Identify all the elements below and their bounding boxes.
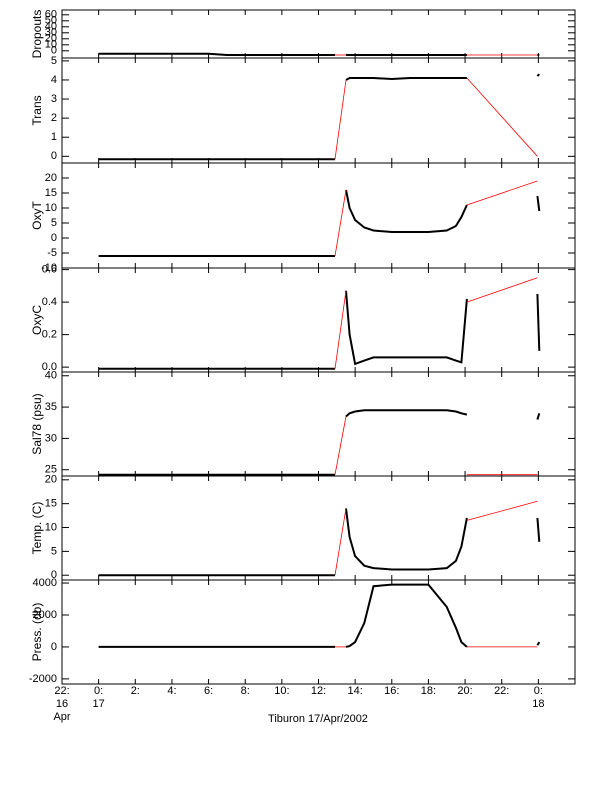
x-axis-title: Tiburon 17/Apr/2002: [268, 713, 368, 725]
y-tick-label: 0: [51, 45, 57, 57]
x-tick-label: 10:: [274, 685, 289, 697]
y-axis-title: Trans: [30, 95, 44, 125]
x-tick-label: 2:: [131, 685, 140, 697]
y-tick-label: 50: [45, 15, 57, 27]
y-axis-title: Dropouts: [30, 10, 44, 59]
y-tick-label: 30: [45, 432, 57, 444]
y-axis-title: OxyT: [30, 201, 44, 230]
y-tick-label: 5: [51, 217, 57, 229]
data-line: [345, 77, 467, 81]
x-tick-label: 8:: [241, 685, 250, 697]
y-tick-label: 10: [45, 521, 57, 533]
y-tick-label: 3: [51, 93, 57, 105]
data-line: [536, 73, 541, 77]
y-axis-title: Temp. (C): [30, 502, 44, 555]
y-tick-label: 0: [51, 150, 57, 162]
y-tick-label: 10: [45, 202, 57, 214]
y-tick-label: 5: [51, 545, 57, 557]
y-tick-label: 40: [45, 370, 57, 382]
data-line: [536, 413, 541, 420]
x-tick-label: 20:: [457, 685, 472, 697]
y-tick-label: 30: [45, 27, 57, 39]
y-tick-label: 0.4: [42, 296, 57, 308]
y-axis-title: OxyC: [30, 305, 44, 335]
data-line: [466, 77, 538, 157]
data-line: [345, 409, 468, 418]
y-axis-title: Sal78 (psu): [30, 393, 44, 454]
data-line: [334, 290, 347, 369]
data-line: [334, 508, 347, 576]
y-tick-label: 35: [45, 401, 57, 413]
x-tick-day: 18: [532, 698, 544, 710]
data-line: [334, 189, 347, 257]
y-tick-label: 0: [51, 569, 57, 581]
y-tick-label: -2000: [29, 673, 57, 685]
x-tick-label: 12:: [311, 685, 326, 697]
data-line: [536, 641, 541, 646]
data-line: [334, 79, 347, 160]
x-tick-day: 17: [93, 698, 105, 710]
y-tick-label: 20: [45, 172, 57, 184]
y-tick-label: 20: [45, 33, 57, 45]
data-line: [98, 52, 335, 56]
y-tick-label: 25: [45, 464, 57, 476]
y-tick-label: 5: [51, 55, 57, 67]
data-line: [466, 500, 538, 521]
data-line: [345, 508, 468, 571]
x-tick-label: 4:: [167, 685, 176, 697]
y-tick-label: 40: [45, 21, 57, 33]
x-tick-label: 0:: [94, 685, 103, 697]
y-axis-title: Press. (db): [30, 603, 44, 662]
x-tick-day: 16: [56, 698, 68, 710]
x-tick-label: 0:: [534, 685, 543, 697]
y-tick-label: -10: [41, 262, 57, 274]
y-tick-label: 0.6: [42, 264, 57, 276]
x-tick-label: 6:: [204, 685, 213, 697]
y-tick-label: 0: [51, 232, 57, 244]
y-tick-label: 60: [45, 9, 57, 21]
data-line: [536, 517, 541, 542]
x-tick-label: 16:: [384, 685, 399, 697]
y-tick-label: 15: [45, 498, 57, 510]
x-tick-month: Apr: [53, 711, 70, 723]
data-line: [334, 416, 347, 475]
y-tick-label: 15: [45, 187, 57, 199]
y-tick-label: 10: [45, 39, 57, 51]
data-line: [466, 277, 538, 303]
y-tick-label: 2000: [33, 609, 57, 621]
data-line: [345, 189, 468, 233]
data-line: [536, 293, 541, 351]
data-line: [345, 583, 468, 648]
y-tick-label: 4: [51, 74, 57, 86]
y-tick-label: 1: [51, 131, 57, 143]
y-tick-label: 0: [51, 641, 57, 653]
y-tick-label: -5: [47, 247, 57, 259]
y-tick-label: 0.2: [42, 329, 57, 341]
x-tick-label: 22:: [54, 685, 69, 697]
data-line: [466, 180, 538, 206]
x-tick-label: 22:: [494, 685, 509, 697]
data-line: [536, 195, 541, 212]
x-tick-label: 18:: [421, 685, 436, 697]
y-tick-label: 20: [45, 474, 57, 486]
x-tick-label: 14:: [347, 685, 362, 697]
y-tick-label: 0.0: [42, 361, 57, 373]
y-tick-label: 2: [51, 112, 57, 124]
y-tick-label: 4000: [33, 577, 57, 589]
data-line: [345, 290, 468, 366]
